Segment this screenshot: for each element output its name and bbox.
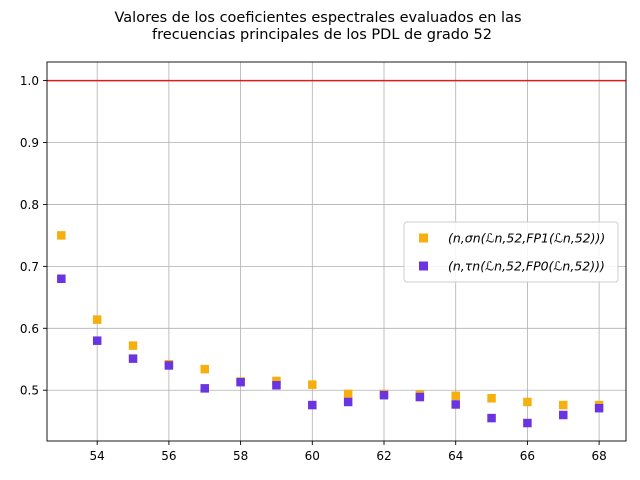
data-points [57,231,604,428]
x-tick-label: 64 [448,449,463,463]
data-point-series-1 [451,391,460,401]
data-point-series-1 [92,315,102,324]
x-tick-label: 56 [161,449,176,463]
legend-marker-series-2 [419,261,428,271]
data-point-series-2 [308,400,317,410]
data-point-series-2 [559,410,568,420]
axes-border [46,61,627,442]
chart-title-line-1: Valores de los coeficientes espectrales … [114,10,521,26]
legend-label-series-2: (n,τn(ℒn,52,FP0(ℒn,52))) [448,259,605,274]
data-point-series-1 [200,364,209,374]
x-tick-label: 68 [591,449,606,463]
data-point-series-2 [343,397,353,407]
x-tick-label: 60 [305,449,320,463]
y-tick-label: 0.6 [20,322,39,336]
y-tick-label: 1.0 [20,74,39,88]
data-point-series-1 [308,380,317,389]
data-point-series-2 [523,418,532,428]
data-point-series-1 [57,231,66,240]
data-point-series-2 [57,274,66,283]
data-point-series-2 [200,384,209,393]
y-tick-label: 0.5 [20,384,39,398]
legend: (n,σn(ℒn,52,FP1(ℒn,52))) (n,τn(ℒn,52,FP0(… [403,221,619,283]
data-point-series-2 [92,336,102,345]
x-tick-label: 62 [376,449,391,463]
data-point-series-2 [272,381,281,390]
data-point-series-2 [451,400,460,409]
axis-ticks: 54 56 58 60 62 64 66 68 0.5 0.6 0.7 0.8 0.9 1.0 [20,74,607,463]
y-tick-label: 0.9 [20,136,39,150]
data-point-series-1 [128,341,138,350]
y-tick-label: 0.8 [20,198,39,212]
x-tick-label: 58 [233,449,248,463]
legend-label-series-1: (n,σn(ℒn,52,FP1(ℒn,52))) [448,231,605,246]
x-tick-label: 66 [520,449,535,463]
data-point-series-2 [594,403,604,413]
data-point-series-2 [236,377,245,387]
legend-marker-series-1 [419,233,428,243]
data-point-series-2 [164,361,174,370]
chart-title-line-2: frecuencias principales de los PDL de gr… [152,27,492,43]
data-point-series-1 [343,389,353,399]
data-point-series-1 [523,397,532,407]
data-point-series-2 [379,390,389,400]
data-point-series-1 [487,394,496,403]
data-point-series-2 [128,354,138,363]
chart-title: Valores de los coeficientes espectrales … [114,10,521,43]
data-point-series-2 [415,392,425,402]
axes-frame [46,61,627,442]
data-point-series-1 [272,376,281,386]
y-tick-label: 0.7 [20,260,39,274]
x-tick-label: 54 [90,449,105,463]
legend-box [403,221,619,283]
data-point-series-1 [559,400,568,410]
data-point-series-2 [487,413,496,423]
